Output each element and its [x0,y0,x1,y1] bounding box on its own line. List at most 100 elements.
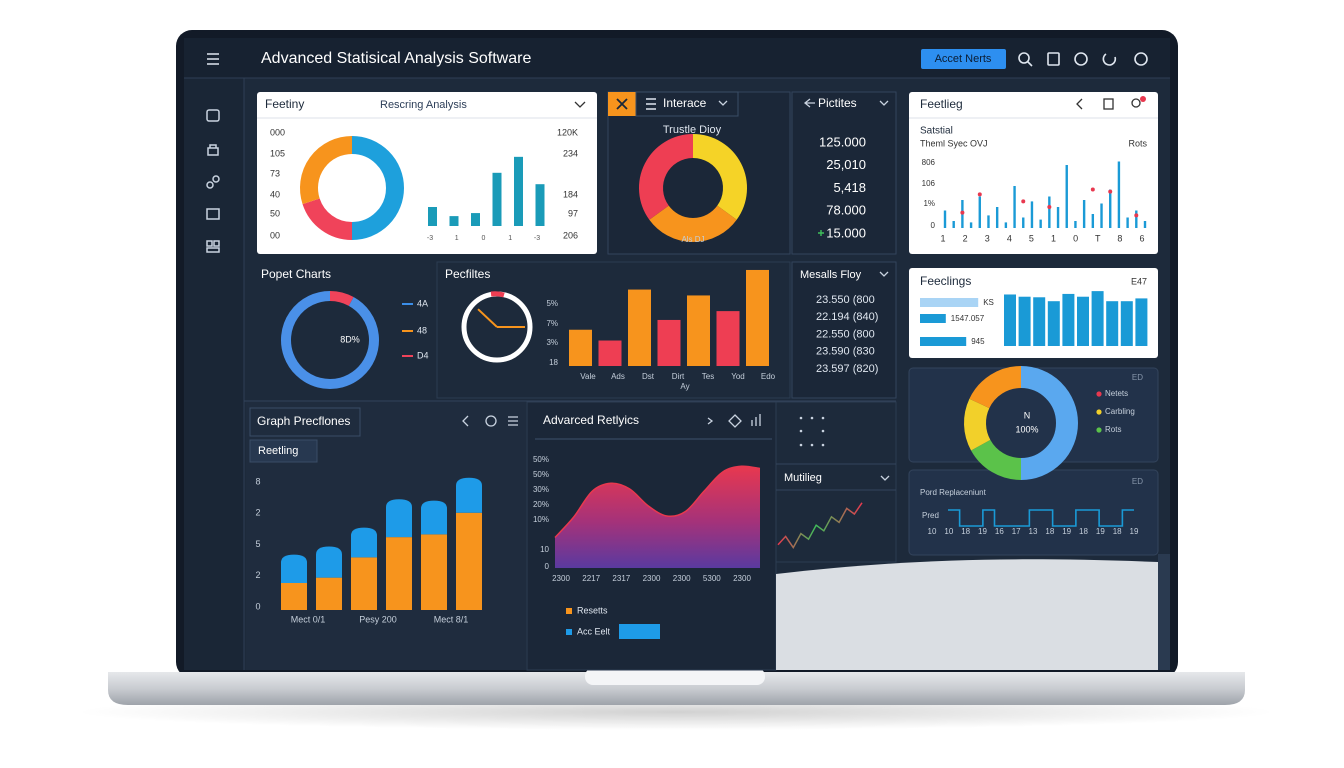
diamond-icon[interactable] [728,414,742,428]
list-row: 23.597 (820) [816,363,878,375]
calendar-icon[interactable] [1047,52,1060,66]
x-tick-label: Dirt [672,372,685,381]
dot-grid [799,416,825,447]
panel-title: Feetiny [265,97,304,111]
laptop-notch [585,668,765,685]
bar [471,213,480,226]
search-icon[interactable] [1018,52,1030,64]
close-icon [616,98,628,110]
spike [1143,221,1147,228]
laptop-base [108,672,1245,705]
dropdown[interactable] [635,91,739,117]
bar [687,295,710,366]
bar [1091,291,1104,346]
circle-icon[interactable] [485,415,497,427]
donut-segment [639,134,694,220]
axis-label: 50% [533,455,549,464]
panel-title: Feeclings [920,274,971,288]
axis-label: 2 [255,508,260,518]
spike [952,221,955,228]
info-icon[interactable] [1074,52,1088,66]
gauge-needle [477,308,498,328]
bar [1004,294,1016,346]
panel-title: Graph Precflones [257,414,350,428]
chevron[interactable] [574,101,586,108]
marker [1021,199,1026,204]
axis-label: 50 [270,208,280,218]
back-icon[interactable] [803,98,815,108]
dropdown-label[interactable]: Rescring Analysis [380,99,467,111]
chart-footer: Als DJ [681,235,704,244]
axis-label: 3% [546,338,558,347]
axis-label: 8 [255,476,260,486]
panel-title: Mesalls Floy [800,269,862,281]
sidebar-icon[interactable] [206,240,213,247]
sound-icon[interactable] [707,417,714,425]
gauge-accent [490,291,505,298]
sidebar-icons [206,109,220,253]
axis-label: 2 [255,570,260,580]
x-tick-label: 18 [961,527,970,536]
x-tick-label: 3 [985,233,990,243]
dropdown-label[interactable]: Interace [663,96,707,110]
donut-segment [351,136,404,240]
panel-divider [535,438,772,440]
center-label: 8D% [340,334,360,344]
x-tick-label: -3 [427,235,433,242]
spike [1117,161,1121,228]
x-tick-label: 1 [1051,233,1056,243]
bar [920,337,967,346]
bar [514,156,523,226]
axis-label: 234 [563,148,578,158]
axis-label: 106 [922,179,936,188]
x-tick-label: 0 [1073,233,1078,243]
panel-title: Feetlieg [920,97,963,111]
user-icon[interactable] [1131,98,1141,108]
marker [1134,213,1139,218]
sidebar-icon[interactable] [206,181,214,189]
share-icon[interactable] [462,415,469,427]
legend-label: Carbling [1105,407,1135,416]
stacked-bar [281,583,307,610]
settings-icon[interactable] [1134,52,1148,66]
tab-label[interactable]: Reetling [258,445,298,457]
panel-title: Pecfiltes [445,267,490,281]
tab[interactable] [249,439,318,463]
value-text: 25,010 [826,157,866,172]
value-text: 15.000 [826,225,866,240]
axis-label: 20% [533,500,549,509]
list-row: 23.590 (830 [816,346,875,358]
stacked-bar [456,512,482,610]
back-icon[interactable] [1076,98,1083,110]
donut-segment [329,291,354,306]
edit-icon[interactable] [1103,98,1114,110]
sidebar-icon[interactable] [207,144,219,156]
button-label[interactable]: Accet Nerts [935,53,992,65]
header-button[interactable] [921,49,1006,69]
refresh-icon[interactable] [1102,53,1117,66]
x-tick-label: -3 [534,235,540,242]
chevron[interactable] [880,475,890,481]
spike [1039,219,1042,228]
x-tick-label: Vale [580,372,596,381]
list-icon[interactable] [508,416,518,426]
menu-icon[interactable] [207,53,219,65]
chevron[interactable] [879,271,889,277]
bar [628,289,651,366]
legend-label: Theml Syec OVJ [920,138,988,148]
bar [746,269,769,366]
donut-segment [649,205,737,242]
axis-label: 0 [545,562,550,571]
panel [250,262,432,398]
bars-icon[interactable] [751,414,761,426]
x-tick-label: 2317 [612,574,630,583]
sidebar-icon[interactable] [206,109,220,122]
axis-label: 120K [557,127,578,137]
bar-label: 945 [971,337,985,346]
axis-label: 184 [563,189,578,199]
x-tick-label: 19 [1130,527,1139,536]
chevron[interactable] [879,100,889,106]
sidebar-icon[interactable] [206,208,220,220]
donut-segment [692,134,747,220]
chevron[interactable] [718,100,728,106]
